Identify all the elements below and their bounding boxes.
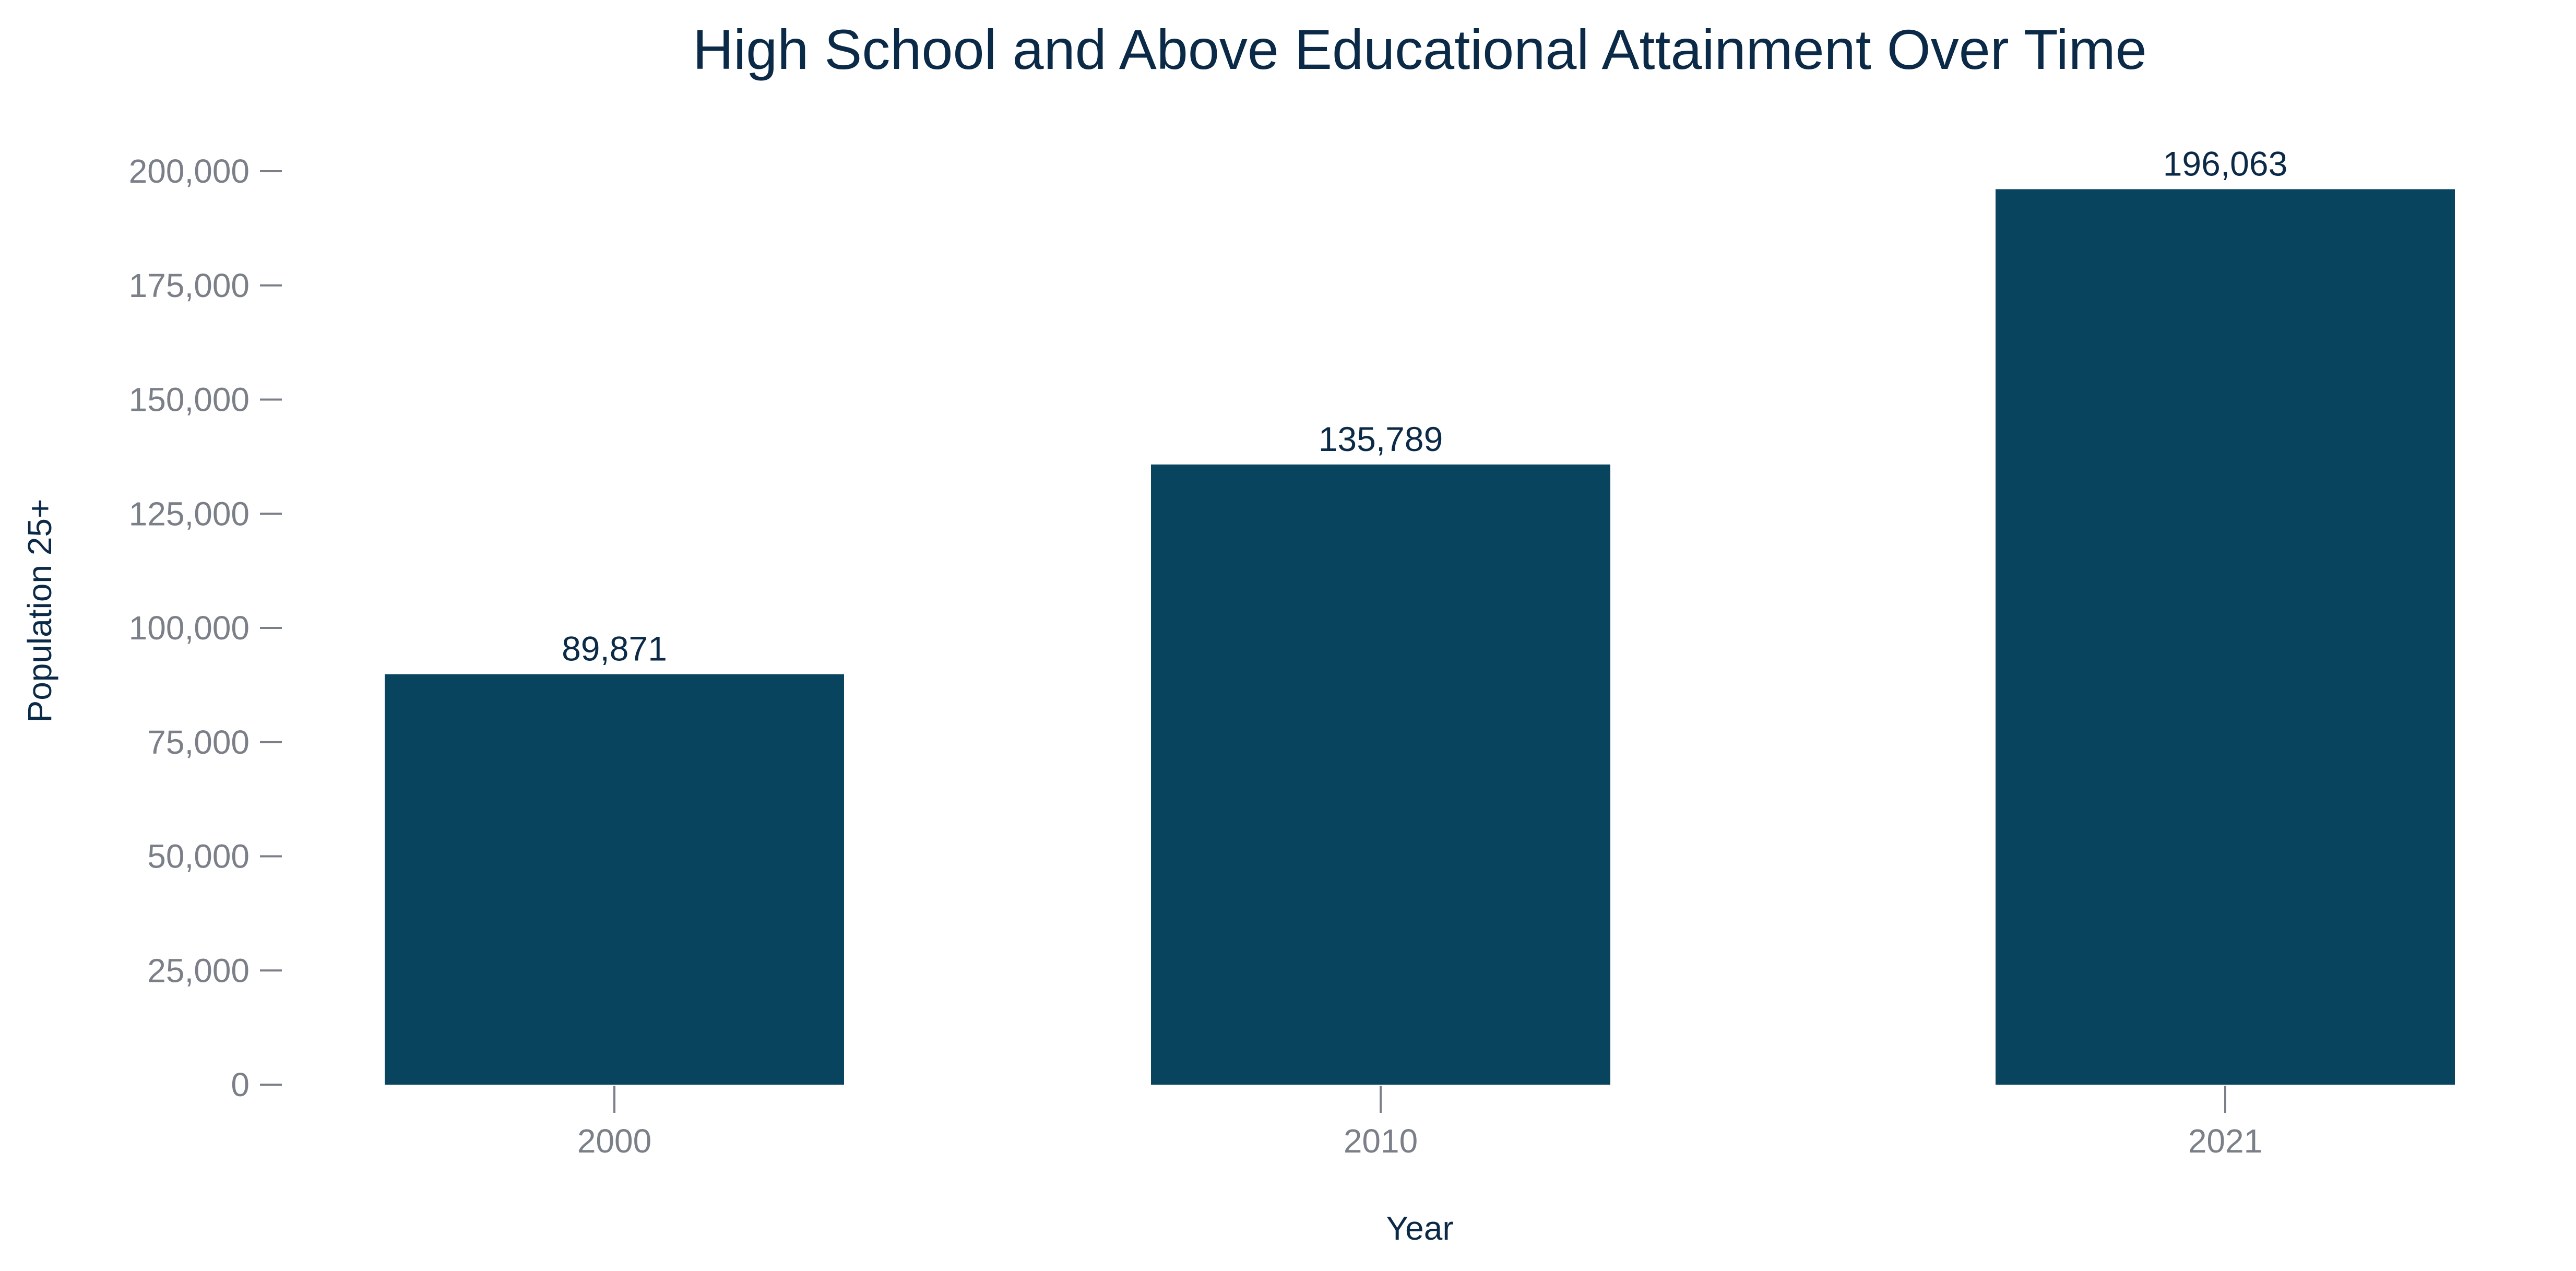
bars — [385, 189, 2455, 1085]
y-tick-label: 100,000 — [129, 609, 250, 647]
data-label-2010: 135,789 — [1319, 420, 1443, 458]
bar-2000 — [385, 674, 844, 1085]
x-axis: 2000 2010 2021 — [577, 1086, 2262, 1160]
data-label-2021: 196,063 — [2163, 144, 2288, 183]
bar-2021 — [1996, 189, 2455, 1085]
x-tick-label: 2021 — [2188, 1122, 2262, 1160]
x-axis-label: Year — [1386, 1209, 1453, 1247]
y-tick-label: 150,000 — [129, 381, 250, 419]
y-tick-label: 50,000 — [147, 838, 250, 875]
data-labels: 89,871 135,789 196,063 — [562, 144, 2287, 668]
y-tick-label: 25,000 — [147, 952, 250, 989]
y-tick-label: 125,000 — [129, 495, 250, 532]
bar-2010 — [1151, 464, 1610, 1085]
x-tick-label: 2000 — [577, 1122, 651, 1160]
chart-title: High School and Above Educational Attain… — [693, 18, 2147, 81]
y-axis: 0 25,000 50,000 75,000 100,000 125,000 150,000… — [129, 152, 282, 1103]
x-tick-label: 2010 — [1344, 1122, 1418, 1160]
y-tick-label: 200,000 — [129, 152, 250, 190]
y-tick-label: 0 — [231, 1066, 250, 1103]
y-tick-label: 75,000 — [147, 723, 250, 761]
data-label-2000: 89,871 — [562, 629, 667, 668]
y-axis-label: Population 25+ — [21, 499, 58, 723]
y-tick-label: 175,000 — [129, 267, 250, 304]
